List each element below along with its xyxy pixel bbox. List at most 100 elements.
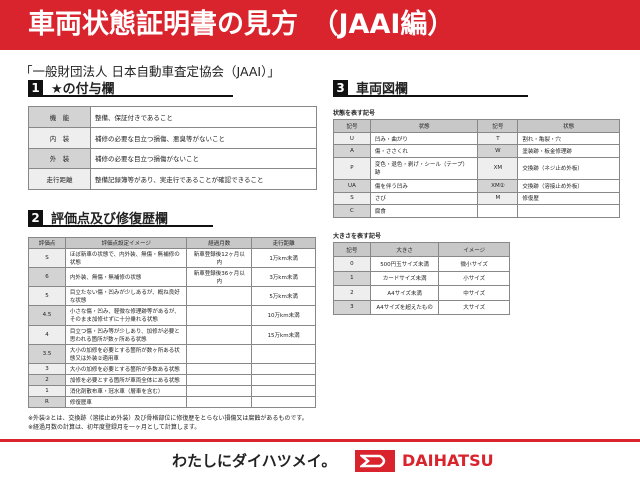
- section2-heading: 2 評価点及び修復歴欄: [28, 210, 213, 227]
- table-row: S さび M 修復歴: [333, 191, 620, 206]
- mileage: [251, 384, 316, 397]
- elapsed-months: 新車登録後12ヶ月以内: [186, 248, 253, 269]
- elapsed-months: 新車登録後36ヶ月以内: [186, 267, 253, 288]
- state: 変色・退色・剥げ・シール（テープ）跡: [369, 157, 479, 180]
- mileage: 10万km未満: [251, 305, 316, 326]
- mileage: [251, 343, 316, 364]
- elapsed-months: [186, 373, 253, 386]
- section-number: 1: [28, 80, 43, 95]
- section-number: 3: [333, 80, 348, 95]
- image: 大サイズ: [438, 299, 510, 316]
- table-row: 0 500円玉サイズ未満 微小サイズ: [333, 256, 510, 272]
- symbol: XM②: [477, 178, 519, 193]
- table-row: 機 能整備、保証付きであること: [28, 106, 317, 128]
- section-title: 評価点及び修復歴欄: [51, 212, 169, 227]
- description: 目立つ傷・凹み等が少しあり、加修が必要と思われる箇所が数ヶ所ある状態: [64, 324, 188, 345]
- section-title: 車両図欄: [356, 82, 409, 97]
- section-title: ★の付与欄: [51, 82, 115, 97]
- slogan: わたしにダイハツメイ。: [172, 452, 337, 470]
- star-table: 機 能整備、保証付きであること内 装補修の必要な目立つ損傷、悪臭等がないこと外 …: [28, 106, 317, 190]
- description: 小さな傷・凹み、軽微な修理跡等があるが、そのまま加修せずに十分乗れる状態: [64, 305, 188, 326]
- row-text: 整備記録簿等があり、実走行であることが確認できること: [90, 168, 317, 190]
- daihatsu-logo-icon: [355, 450, 395, 472]
- table-row: 4.5 小さな傷・凹み、軽微な修理跡等があるが、そのまま加修せずに十分乗れる状態 1…: [28, 305, 316, 326]
- symbol: U: [333, 131, 371, 146]
- size-symbols-table: 記号 大きさ イメージ 0 500円玉サイズ未満 微小サイズ 1 カードサイズ未満 小サイズ 2 A…: [333, 241, 510, 316]
- elapsed-months: [186, 324, 253, 345]
- state: 交換跡（ネジ止め外板）: [517, 157, 620, 180]
- description: ほぼ新車の状態で、内外装、無傷・無補修の状態: [64, 248, 188, 269]
- description: 大小の加修を必要とする箇所が多数ある状態: [64, 362, 188, 375]
- score: 6: [28, 267, 66, 288]
- mileage: [251, 395, 316, 409]
- header-row: 記号 状態 記号 状態: [333, 119, 620, 133]
- mileage: 5万km未満: [251, 286, 316, 307]
- notes: ※外装②とは、交換跡（溶接止め外装）及び骨格部位に修復歴をとらない損傷又は腐蝕が…: [28, 414, 308, 432]
- section1-heading: 1 ★の付与欄: [28, 80, 233, 97]
- column-header: 状態: [517, 119, 620, 133]
- score: 2: [28, 373, 66, 386]
- rating-table: 評価点 評価点設定イメージ 経過月数 走行距離 S ほぼ新車の状態で、内外装、無傷・無補修…: [28, 236, 316, 409]
- column-header: 評価点: [28, 236, 66, 250]
- table-row: 3.5 大小の加修を必要とする箇所が数ヶ所ある状態又は外装②適用車: [28, 343, 316, 364]
- column-header: 経過月数: [186, 236, 253, 250]
- symbol: 1: [333, 270, 371, 287]
- column-header: 記号: [333, 119, 371, 133]
- elapsed-months: [186, 286, 253, 307]
- score: R: [28, 395, 66, 409]
- table-row: U 凹み・曲がり T 割れ・亀裂・穴: [333, 131, 620, 146]
- header-row: 記号 大きさ イメージ: [333, 241, 510, 258]
- table-row: 内 装補修の必要な目立つ損傷、悪臭等がないこと: [28, 126, 317, 149]
- symbol: UA: [333, 178, 371, 193]
- row-label: 走行距離: [28, 168, 91, 190]
- score: 5: [28, 286, 66, 307]
- row-label: 機 能: [28, 106, 91, 128]
- description: 消化剤散布車・冠水車（層車を含む）: [64, 384, 188, 397]
- symbol: T: [477, 131, 519, 146]
- description: 加修を必要とする箇所が車両全体にある状態: [64, 373, 188, 386]
- state: 腐食: [369, 204, 479, 218]
- mileage: 1万km未満: [251, 248, 316, 269]
- score: S: [28, 248, 66, 269]
- description: 大小の加修を必要とする箇所が数ヶ所ある状態又は外装②適用車: [64, 343, 188, 364]
- state-symbols-table: 記号 状態 記号 状態 U 凹み・曲がり T 割れ・亀裂・穴 A 傷・ささくれ W 塗装跡・板金修理跡…: [333, 119, 620, 218]
- elapsed-months: [186, 305, 253, 326]
- symbol: 2: [333, 285, 371, 301]
- page-title: 車両状態証明書の見方 （JAAI編）: [0, 0, 640, 50]
- row-label: 内 装: [28, 126, 91, 149]
- size-symbols-label: 大きさを表す記号: [333, 233, 382, 240]
- description: 修復歴車: [64, 395, 188, 409]
- note: ※外装②とは、交換跡（溶接止め外装）及び骨格部位に修復歴をとらない損傷又は腐蝕が…: [28, 415, 308, 422]
- row-text: 補修の必要な目立つ損傷がないこと: [90, 147, 317, 170]
- score: 3.5: [28, 343, 66, 364]
- symbol: A: [333, 144, 371, 159]
- state: 傷を伴う凹み: [369, 178, 479, 193]
- table-row: 3 A4サイズを超えたもの 大サイズ: [333, 299, 510, 316]
- table-row: 6 内外装、無傷・無補修の状態 新車登録後36ヶ月以内 3万km未満: [28, 267, 316, 288]
- mileage: 3万km未満: [251, 267, 316, 288]
- description: 目立たない傷・凹みが少しあるが、概ね良好な状態: [64, 286, 188, 307]
- footer-divider: [0, 439, 640, 442]
- image: 中サイズ: [438, 285, 510, 301]
- state: 凹み・曲がり: [369, 131, 479, 146]
- table-row: 1 消化剤散布車・冠水車（層車を含む）: [28, 384, 316, 397]
- size: A4サイズ未満: [369, 285, 440, 301]
- state: 割れ・亀裂・穴: [517, 131, 620, 146]
- image: 小サイズ: [438, 270, 510, 287]
- column-header: イメージ: [438, 241, 510, 258]
- score: 4.5: [28, 305, 66, 326]
- state: 塗装跡・板金修理跡: [517, 144, 620, 159]
- table-row: 外 装補修の必要な目立つ損傷がないこと: [28, 147, 317, 170]
- size: 500円玉サイズ未満: [369, 256, 440, 272]
- column-header: 走行距離: [251, 236, 316, 250]
- symbol: 0: [333, 256, 371, 272]
- table-row: 5 目立たない傷・凹みが少しあるが、概ね良好な状態 5万km未満: [28, 286, 316, 307]
- organization-name: 「一般財団法人 日本自動車査定協会（JAAI）」: [20, 64, 280, 79]
- elapsed-months: [186, 343, 253, 364]
- column-header: 記号: [333, 241, 371, 258]
- state: 交換跡（溶接止め外板）: [517, 178, 620, 193]
- state: 傷・ささくれ: [369, 144, 479, 159]
- table-row: S ほぼ新車の状態で、内外装、無傷・無補修の状態 新車登録後12ヶ月以内 1万km未満: [28, 248, 316, 269]
- symbol: P: [333, 157, 371, 180]
- symbol: 3: [333, 299, 371, 316]
